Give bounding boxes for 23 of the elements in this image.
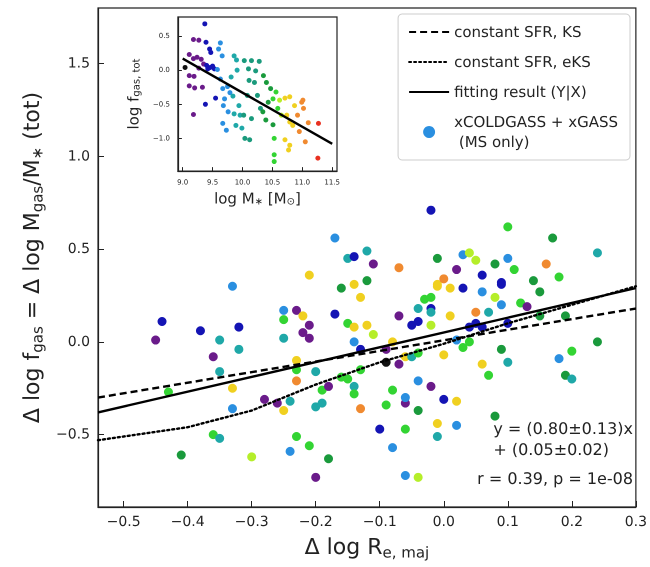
- x-tick-label: 0.0: [432, 514, 455, 530]
- annotation: r = 0.39, p = 1e-08: [477, 469, 633, 488]
- x-tick-label: 0.1: [496, 514, 519, 530]
- y-tick-label: 1.5: [68, 56, 90, 72]
- x-tick-label: −0.1: [362, 514, 397, 530]
- legend-label: fitting result (Y|X): [454, 83, 587, 101]
- legend-label: constant SFR, KS: [454, 23, 582, 41]
- legend-label: xCOLDGASS + xGASS (MS only): [454, 113, 618, 151]
- y-axis-title: Δ log fgas = Δ log Mgas/M∗ (tot): [20, 92, 47, 424]
- y-axis-title: log fgas, tot: [124, 58, 142, 130]
- y-tick-label: −0.5: [56, 426, 90, 443]
- x-tick-label: 0.3: [624, 514, 647, 530]
- y-tick-label: 1.0: [68, 148, 90, 164]
- x-tick-label: 0.2: [560, 514, 583, 530]
- x-tick-label: −0.5: [106, 514, 141, 530]
- x-axis-title: log M∗ [M⊙]: [214, 190, 301, 208]
- x-tick-label: −0.4: [170, 514, 205, 530]
- x-tick-label: −0.3: [234, 514, 269, 530]
- legend-label: constant SFR, eKS: [454, 53, 591, 71]
- y-tick-label: 0.5: [68, 241, 90, 258]
- x-tick-label: −0.2: [298, 514, 333, 530]
- y-tick-label: 0.0: [68, 334, 90, 350]
- annotation: y = (0.80±0.13)x + (0.05±0.02): [493, 419, 633, 459]
